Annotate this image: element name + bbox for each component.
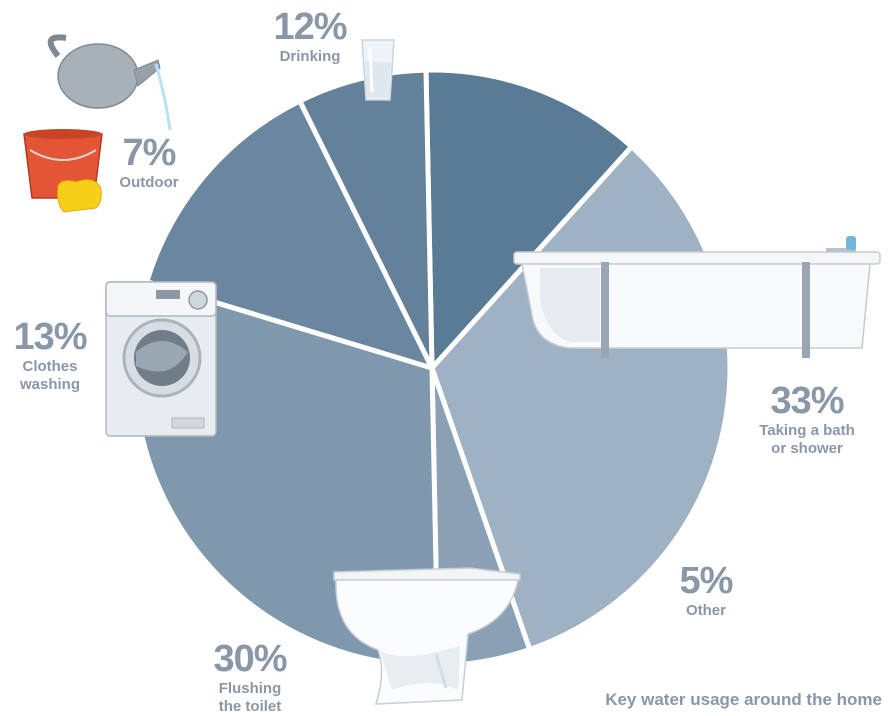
- label-drinking: 12% Drinking: [262, 8, 358, 66]
- drinking-value: 12%: [273, 6, 347, 48]
- label-other: 5% Other: [664, 562, 748, 620]
- pie-slice-outdoor: [297, 67, 435, 371]
- washing-machine-icon: [105, 281, 217, 437]
- drinking-label: Drinking: [279, 48, 341, 65]
- pie-slice-clothes-washing: [144, 98, 435, 371]
- chart-title: Key water usage around the home: [605, 690, 882, 709]
- label-flushing-toilet: 30% Flushing the toilet: [198, 640, 302, 716]
- glass-of-water-icon: [361, 39, 395, 101]
- label-clothes-washing: 13% Clothes washing: [4, 318, 96, 394]
- flushing-toilet-label-line-2: the toilet: [218, 698, 282, 715]
- bathtub-icon: [513, 236, 881, 358]
- label-bath-shower: 33% Taking a bath or shower: [748, 382, 866, 458]
- pie-slice-drinking: [423, 67, 635, 371]
- flushing-toilet-label-line-1: Flushing: [218, 680, 282, 697]
- clothes-washing-label-line-1: Clothes: [22, 358, 78, 375]
- watering-can-icon: [47, 34, 172, 131]
- bath-shower-label-line-2: or shower: [771, 440, 843, 457]
- clothes-washing-label-line-2: washing: [19, 376, 80, 393]
- flushing-toilet-value: 30%: [213, 638, 287, 680]
- toilet-icon: [333, 567, 521, 705]
- label-outdoor: 7% Outdoor: [104, 134, 194, 192]
- bath-shower-label-line-1: Taking a bath: [759, 422, 855, 439]
- outdoor-label: Outdoor: [119, 174, 179, 191]
- bath-shower-value: 33%: [770, 380, 844, 422]
- other-label: Other: [685, 602, 726, 619]
- sponge-icon: [57, 179, 102, 213]
- outdoor-value: 7%: [122, 132, 177, 174]
- clothes-washing-value: 13%: [13, 316, 87, 358]
- other-value: 5%: [679, 560, 734, 602]
